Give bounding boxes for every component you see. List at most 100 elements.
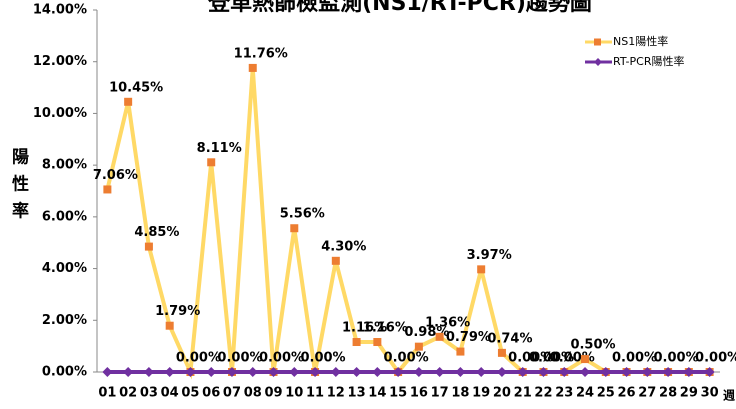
marker — [331, 256, 340, 265]
x-tick-label: 29 — [680, 386, 698, 401]
data-label: 0.00% — [654, 351, 699, 366]
marker — [477, 265, 486, 274]
legend-label: RT-PCR陽性率 — [613, 54, 684, 68]
data-label: 0.79% — [446, 330, 491, 345]
data-label: 4.30% — [321, 239, 366, 254]
marker — [580, 367, 591, 377]
x-tick-label: 16 — [410, 386, 428, 401]
marker — [144, 242, 153, 251]
data-label: 1.36% — [425, 315, 470, 330]
marker — [352, 338, 361, 347]
marker — [206, 367, 217, 377]
legend-label: NS1陽性率 — [613, 34, 668, 48]
y-tick-label: 14.00% — [33, 3, 87, 18]
data-label: 0.00% — [176, 351, 221, 366]
x-axis-label: 週 — [723, 388, 735, 403]
data-label: 0.00% — [529, 351, 574, 366]
x-tick-label: 08 — [244, 386, 262, 401]
marker — [621, 367, 632, 377]
data-label: 7.06% — [93, 168, 138, 183]
x-tick-label: 06 — [202, 386, 220, 401]
x-tick-label: 12 — [327, 386, 345, 401]
x-tick-label: 07 — [223, 386, 241, 401]
data-label: 8.11% — [197, 141, 242, 156]
chart-title: 登革熱篩檢監測(NS1/RT-PCR)趨勢圖 — [207, 0, 592, 16]
data-label: 0.50% — [570, 338, 615, 353]
x-tick-label: 13 — [348, 386, 366, 401]
marker — [517, 367, 528, 377]
marker — [663, 367, 674, 377]
y-tick-label: 2.00% — [42, 313, 87, 328]
marker — [330, 367, 341, 377]
x-tick-label: 15 — [389, 386, 407, 401]
marker — [123, 367, 134, 377]
x-tick-label: 21 — [514, 386, 532, 401]
y-tick-label: 12.00% — [33, 54, 87, 69]
data-label: 3.97% — [467, 248, 512, 263]
marker — [124, 97, 133, 106]
y-tick-label: 4.00% — [42, 261, 87, 276]
x-tick-label: 11 — [306, 386, 324, 401]
marker — [393, 367, 404, 377]
marker — [476, 367, 487, 377]
marker — [496, 367, 507, 377]
marker — [434, 367, 445, 377]
data-label: 1.16% — [363, 321, 408, 336]
x-tick-label: 26 — [618, 386, 636, 401]
data-label: 5.56% — [280, 207, 325, 222]
marker — [372, 367, 383, 377]
marker — [414, 342, 423, 351]
data-label: 0.74% — [487, 331, 532, 346]
marker — [435, 332, 444, 341]
marker — [413, 367, 424, 377]
x-tick-label: 24 — [576, 386, 594, 401]
marker — [248, 63, 257, 72]
x-tick-label: 17 — [431, 386, 449, 401]
x-tick-label: 23 — [555, 386, 573, 401]
marker — [559, 367, 570, 377]
x-tick-label: 05 — [181, 386, 199, 401]
marker — [497, 348, 506, 357]
marker — [373, 338, 382, 347]
x-tick-label: 27 — [638, 386, 656, 401]
y-tick-label: 8.00% — [42, 158, 87, 173]
marker — [538, 367, 549, 377]
marker — [600, 367, 611, 377]
marker — [207, 158, 216, 167]
marker — [247, 367, 258, 377]
data-label: 1.79% — [155, 304, 200, 319]
marker — [310, 367, 321, 377]
marker — [103, 185, 112, 194]
data-label: 4.85% — [134, 225, 179, 240]
x-tick-label: 14 — [368, 386, 386, 401]
y-tick-label: 6.00% — [42, 209, 87, 224]
marker — [164, 367, 175, 377]
marker — [642, 367, 653, 377]
marker — [704, 367, 715, 377]
data-label: 0.00% — [384, 351, 429, 366]
data-label: 0.00% — [508, 351, 553, 366]
marker — [226, 367, 237, 377]
marker — [456, 347, 465, 356]
x-tick-label: 18 — [451, 386, 469, 401]
marker — [268, 367, 279, 377]
marker — [683, 367, 694, 377]
marker — [455, 367, 466, 377]
data-label: 0.00% — [695, 351, 736, 366]
marker — [165, 321, 174, 330]
marker — [289, 367, 300, 377]
x-tick-label: 02 — [119, 386, 137, 401]
x-tick-label: 30 — [701, 386, 719, 401]
x-tick-label: 19 — [472, 386, 490, 401]
data-label: 0.00% — [300, 351, 345, 366]
x-tick-label: 10 — [285, 386, 303, 401]
x-tick-label: 01 — [98, 386, 116, 401]
x-tick-label: 03 — [140, 386, 158, 401]
marker — [185, 367, 196, 377]
data-label: 11.76% — [234, 46, 288, 61]
data-label: 0.00% — [259, 351, 304, 366]
marker — [143, 367, 154, 377]
legend-marker — [594, 58, 602, 66]
y-axis-label: 陽性率 — [8, 147, 29, 228]
